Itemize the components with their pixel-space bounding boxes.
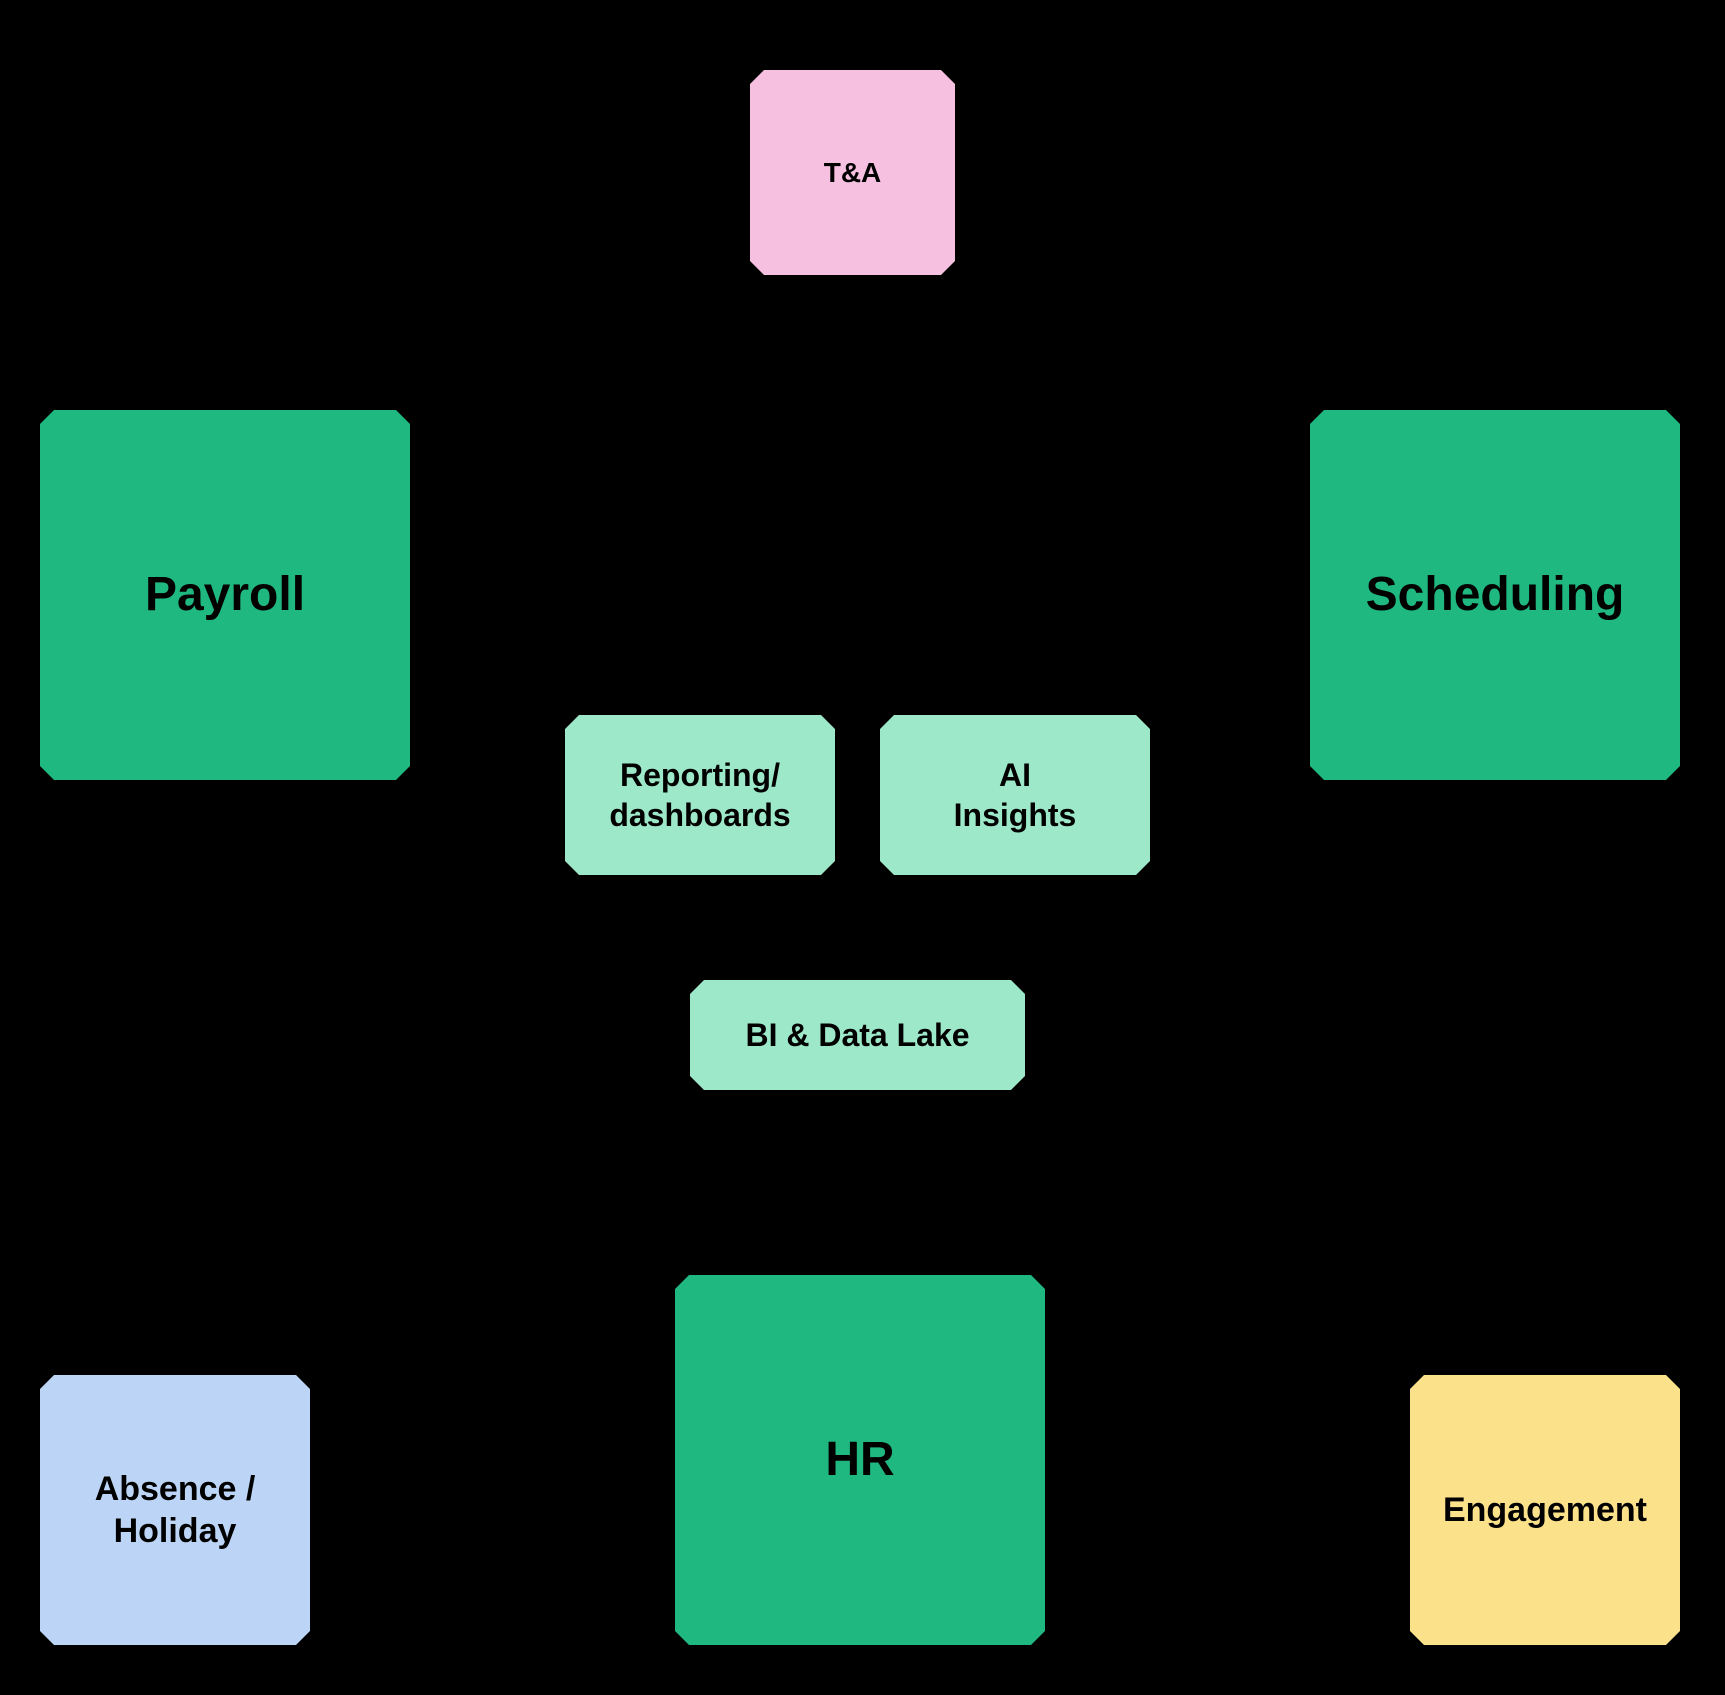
- node-payroll: Payroll: [40, 410, 410, 780]
- node-bi: BI & Data Lake: [690, 980, 1025, 1090]
- node-scheduling: Scheduling: [1310, 410, 1680, 780]
- node-bi-label: BI & Data Lake: [745, 1015, 969, 1055]
- node-reporting-label: Reporting/ dashboards: [609, 755, 790, 835]
- node-ai-label: AI Insights: [954, 755, 1077, 835]
- node-absence-label: Absence / Holiday: [95, 1468, 256, 1553]
- node-ai: AI Insights: [880, 715, 1150, 875]
- diagram-canvas: T&A Payroll Scheduling Reporting/ dashbo…: [0, 0, 1725, 1695]
- node-engagement: Engagement: [1410, 1375, 1680, 1645]
- node-payroll-label: Payroll: [145, 565, 305, 625]
- node-hr-label: HR: [825, 1430, 894, 1490]
- node-engagement-label: Engagement: [1443, 1489, 1647, 1532]
- node-scheduling-label: Scheduling: [1366, 565, 1625, 625]
- node-ta: T&A: [750, 70, 955, 275]
- node-hr: HR: [675, 1275, 1045, 1645]
- node-absence: Absence / Holiday: [40, 1375, 310, 1645]
- node-reporting: Reporting/ dashboards: [565, 715, 835, 875]
- node-ta-label: T&A: [824, 155, 882, 190]
